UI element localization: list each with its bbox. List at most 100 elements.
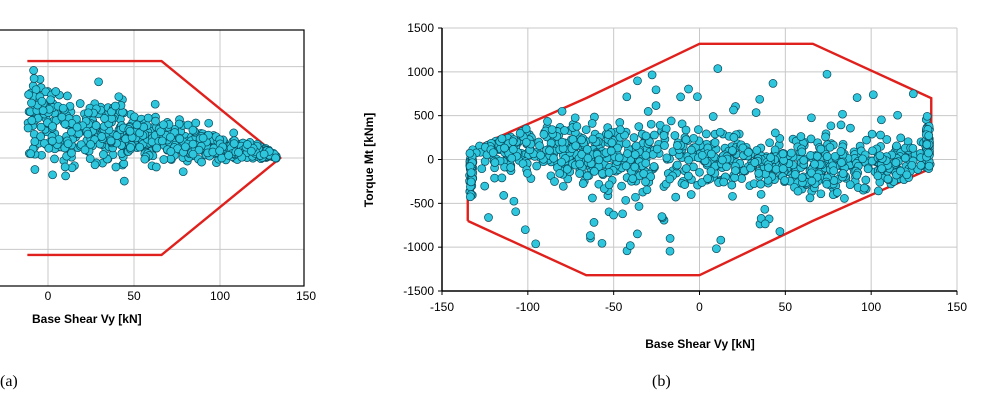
scatter-point [140, 154, 150, 164]
scatter-point [825, 142, 835, 152]
scatter-point [630, 150, 640, 159]
scatter-point [821, 132, 830, 142]
scatter-point [671, 192, 681, 202]
scatter-point [641, 131, 651, 141]
scatter-point [621, 139, 631, 149]
scatter-point [48, 121, 57, 131]
scatter-point [838, 169, 848, 178]
scatter-point [29, 74, 39, 83]
scatter-point [822, 179, 832, 189]
scatter-point [629, 133, 639, 142]
scatter-point [85, 154, 95, 164]
scatter-point [756, 179, 766, 189]
scatter-point [893, 110, 902, 120]
scatter-point [509, 196, 519, 206]
scatter-point [143, 113, 153, 123]
scatter-point [716, 235, 726, 245]
scatter-point [51, 87, 61, 96]
scatter-point [508, 145, 518, 154]
scatter-point [826, 121, 836, 131]
scatter-point [760, 204, 770, 214]
scatter-point [676, 92, 685, 102]
scatter-point [562, 164, 572, 174]
scatter-point [83, 108, 93, 118]
scatter-point [900, 153, 910, 163]
chart-a-frame [0, 29, 305, 287]
scatter-point [689, 133, 698, 143]
scatter-point [188, 125, 198, 135]
x-tick-label: -150 [430, 300, 454, 314]
scatter-point [30, 137, 40, 146]
scatter-point [151, 162, 161, 172]
scatter-point [246, 146, 256, 156]
scatter-point [807, 113, 816, 123]
scatter-point [617, 181, 626, 191]
chart-b-xlabel: Base Shear Vy [kN] [645, 337, 755, 351]
scatter-point [135, 128, 145, 138]
scatter-point [520, 225, 530, 235]
scatter-point [97, 132, 107, 141]
scatter-point [497, 173, 507, 183]
scatter-point [673, 141, 682, 150]
x-tick-label: 150 [296, 289, 316, 303]
scatter-point [719, 177, 729, 187]
x-tick-label: 0 [696, 300, 703, 314]
scatter-point [706, 149, 716, 159]
scatter-point [175, 134, 185, 144]
scatter-point [135, 142, 145, 152]
scatter-point [729, 133, 739, 142]
scatter-point [797, 147, 807, 157]
scatter-point [90, 160, 100, 170]
scatter-point [577, 150, 587, 159]
scatter-point [860, 183, 869, 193]
scatter-point [652, 144, 662, 154]
scatter-point [191, 118, 201, 128]
scatter-point [37, 96, 47, 106]
scatter-point [729, 105, 738, 115]
scatter-point [728, 191, 737, 201]
scatter-point [549, 153, 558, 163]
scatter-point [807, 176, 817, 186]
scatter-point [38, 106, 48, 115]
scatter-point [114, 92, 124, 102]
scatter-point [557, 106, 567, 116]
scatter-point [770, 128, 780, 138]
scatter-point [615, 125, 625, 135]
x-tick-label: 50 [779, 300, 793, 314]
scatter-point [760, 219, 770, 229]
scatter-point [727, 180, 737, 190]
scatter-point [875, 151, 885, 160]
scatter-point [243, 140, 252, 149]
scatter-point [94, 77, 103, 87]
scatter-point [557, 137, 567, 147]
scatter-point [48, 170, 57, 180]
scatter-point [646, 119, 656, 129]
scatter-point [36, 122, 46, 132]
scatter-point [72, 122, 82, 132]
scatter-point [588, 134, 598, 144]
scatter-point [119, 176, 129, 186]
scatter-point [604, 168, 614, 177]
scatter-point [106, 136, 116, 146]
scatter-point [840, 194, 849, 203]
scatter-point [634, 122, 644, 131]
scatter-point [822, 152, 832, 161]
scatter-point [924, 131, 934, 141]
scatter-point [810, 159, 819, 169]
scatter-point [581, 125, 591, 135]
panel-label-a: (a) [0, 373, 18, 390]
scatter-point [786, 148, 796, 158]
scatter-point [587, 119, 597, 128]
scatter-point [623, 149, 632, 158]
scatter-point [466, 168, 476, 178]
scatter-point [896, 166, 905, 176]
chart-b-points [465, 64, 935, 256]
scatter-point [797, 173, 807, 183]
scatter-point [750, 158, 760, 167]
scatter-point [100, 114, 109, 123]
scatter-point [703, 174, 712, 183]
y-tick-label: -500 [410, 196, 434, 210]
scatter-point [715, 127, 725, 137]
scatter-point [666, 116, 676, 126]
